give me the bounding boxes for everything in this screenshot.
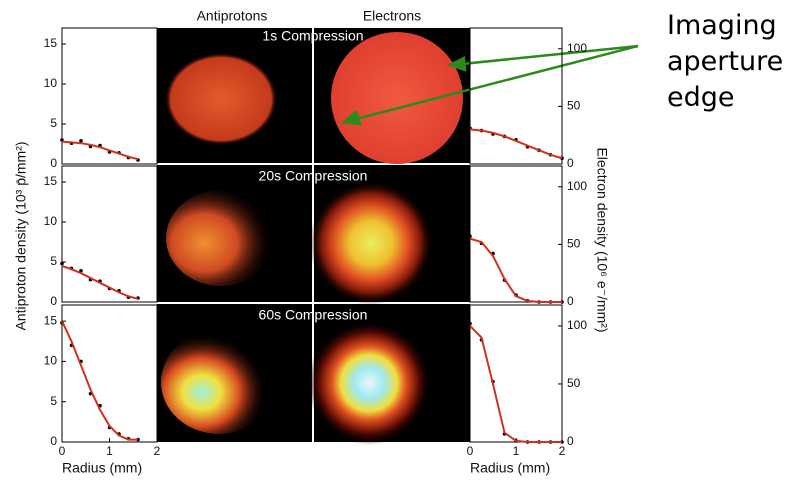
plot-frame — [61, 27, 158, 165]
column-header: Electrons — [363, 8, 421, 24]
x-axis-label: Radius (mm) — [62, 460, 142, 476]
y-tick-label: 0 — [567, 156, 574, 170]
y-tick-label: 10 — [44, 76, 58, 90]
fit-line — [469, 237, 562, 303]
y-tick-label: 15 — [44, 36, 58, 50]
electron-image — [307, 321, 431, 445]
fit-line — [61, 140, 139, 161]
annotation-arrows — [340, 44, 639, 126]
y-tick-label: 10 — [44, 214, 58, 228]
y-tick-label: 15 — [44, 313, 58, 327]
y-tick-label: 10 — [44, 354, 58, 368]
plot-frame — [469, 304, 563, 443]
row-title: 60s Compression — [259, 307, 368, 323]
data-point — [79, 139, 83, 143]
data-point — [468, 321, 472, 326]
x-tick-label: 2 — [154, 444, 161, 458]
row-title: 20s Compression — [259, 168, 368, 184]
data-point — [468, 234, 472, 239]
y-tick-label: 100 — [567, 41, 587, 55]
y-tick-label: 100 — [567, 318, 587, 332]
annotation: Imaging aperture edge — [667, 10, 784, 113]
y-tick-label: 50 — [567, 376, 581, 390]
y-axis-label: Electron density (10⁶ e⁻/mm²) — [594, 147, 610, 332]
x-tick-label: 1 — [513, 444, 520, 458]
plot-frame — [469, 165, 563, 303]
y-tick-label: 15 — [44, 174, 58, 188]
y-tick-label: 0 — [50, 294, 57, 308]
y-tick-label: 0 — [567, 294, 574, 308]
antiproton-image — [161, 330, 277, 434]
column-header: Antiprotons — [197, 8, 268, 24]
y-tick-label: 100 — [567, 179, 587, 193]
y-tick-label: 0 — [567, 434, 574, 448]
electron-image — [331, 32, 463, 164]
fit-line — [469, 325, 562, 443]
data-point — [60, 261, 64, 266]
plot-frame — [469, 27, 563, 165]
y-tick-label: 0 — [50, 156, 57, 170]
fit-line — [61, 320, 138, 441]
x-tick-label: 0 — [59, 444, 66, 458]
fit-line — [469, 128, 563, 160]
y-tick-label: 5 — [50, 116, 57, 130]
antiproton-image — [166, 190, 276, 286]
y-axis-label: Antiproton density (10³ p̄/mm²) — [13, 141, 29, 330]
y-tick-label: 50 — [567, 237, 581, 251]
x-tick-label: 0 — [467, 444, 474, 458]
electron-image — [309, 181, 433, 305]
y-tick-label: 5 — [50, 254, 57, 268]
y-tick-label: 5 — [50, 394, 57, 408]
antiproton-image — [165, 53, 277, 145]
row-title: 1s Compression — [262, 28, 363, 44]
data-point — [79, 269, 83, 273]
fit-line — [61, 265, 139, 300]
plot-frame — [61, 304, 158, 443]
y-tick-label: 50 — [567, 99, 581, 113]
y-tick-label: 0 — [50, 434, 57, 448]
plot-frame — [61, 165, 158, 303]
x-axis-label: Radius (mm) — [470, 460, 550, 476]
x-tick-label: 2 — [559, 444, 566, 458]
x-tick-label: 1 — [106, 444, 113, 458]
